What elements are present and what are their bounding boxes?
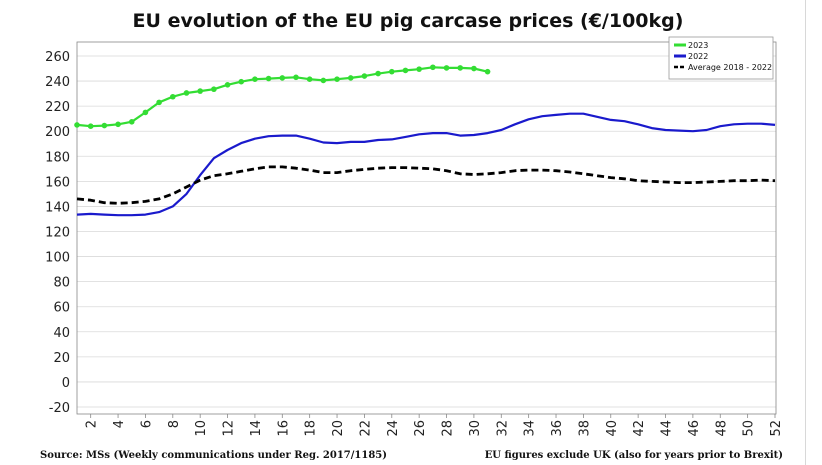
grid xyxy=(77,55,776,408)
x-tick-label: 40 xyxy=(605,420,620,437)
x-tick-label: 22 xyxy=(358,420,373,437)
series-line-2022 xyxy=(76,112,776,217)
series-line-average-2018-2022 xyxy=(76,165,776,205)
data-point xyxy=(471,65,477,72)
data-point xyxy=(334,76,340,82)
data-point xyxy=(211,86,217,93)
data-point xyxy=(484,68,491,75)
data-point xyxy=(265,75,272,82)
y-tick-label: 260 xyxy=(45,50,70,65)
legend-label: 2022 xyxy=(688,52,708,61)
x-tick-label: 32 xyxy=(495,420,510,437)
plot-frame xyxy=(76,41,777,415)
y-tick-label: 60 xyxy=(53,301,70,316)
data-point xyxy=(238,78,245,85)
data-point xyxy=(320,77,327,84)
y-tick-label: 240 xyxy=(45,75,70,90)
x-tick-label: 44 xyxy=(660,420,675,437)
x-tick-label: 12 xyxy=(222,420,237,437)
data-point xyxy=(197,88,203,94)
data-point xyxy=(416,66,422,72)
x-tick-label: 38 xyxy=(577,420,592,437)
data-point xyxy=(388,68,395,75)
x-tick-label: 50 xyxy=(742,420,757,437)
x-tick-label: 20 xyxy=(331,420,346,437)
data-point xyxy=(279,75,286,81)
y-tick-label: 200 xyxy=(45,125,70,140)
data-point xyxy=(443,65,450,71)
data-point xyxy=(101,122,108,129)
data-point xyxy=(402,67,409,74)
x-tick-label: 14 xyxy=(249,420,264,437)
data-point xyxy=(128,119,135,125)
data-point xyxy=(375,70,381,77)
data-point xyxy=(361,73,368,79)
data-point xyxy=(224,82,231,88)
y-tick-label: 0 xyxy=(62,376,70,391)
y-tick-label: -20 xyxy=(49,401,70,416)
y-tick-label: 140 xyxy=(45,200,70,215)
scrollbar[interactable] xyxy=(805,0,822,465)
x-tick-label: 42 xyxy=(632,420,647,437)
y-tick-label: 80 xyxy=(53,276,70,291)
x-tick-label: 34 xyxy=(523,420,538,437)
x-tick-label: 46 xyxy=(687,420,702,437)
y-tick-label: 20 xyxy=(53,351,70,366)
data-point xyxy=(347,75,354,81)
data-point xyxy=(115,121,121,128)
data-point xyxy=(457,65,464,71)
data-point xyxy=(142,109,149,116)
x-tick-label: 26 xyxy=(413,420,428,437)
x-tick-label: 8 xyxy=(167,420,182,428)
y-tick-label: 40 xyxy=(53,326,70,341)
data-point xyxy=(293,74,299,81)
x-tick-label: 16 xyxy=(276,420,291,437)
x-tick-label: 24 xyxy=(386,420,401,437)
data-point xyxy=(87,123,94,129)
y-tick-label: 160 xyxy=(45,175,70,190)
x-tick-label: 2 xyxy=(85,420,100,428)
x-tick-label: 10 xyxy=(194,420,209,437)
x-tick-label: 28 xyxy=(441,420,456,437)
x-tick-label: 6 xyxy=(139,420,154,428)
y-tick-label: 100 xyxy=(45,251,70,266)
data-point xyxy=(252,76,258,82)
data-point xyxy=(183,90,190,96)
legend-box xyxy=(668,36,774,80)
x-tick-label: 30 xyxy=(468,420,483,437)
legend-label: Average 2018 - 2022 xyxy=(688,63,772,72)
legend: 2023 2022 Average 2018 - 2022 xyxy=(668,36,774,80)
y-tick-label: 120 xyxy=(45,226,70,241)
y-tick-label: 180 xyxy=(45,150,70,165)
data-point xyxy=(306,76,313,82)
x-tick-label: 18 xyxy=(304,420,319,437)
data-point xyxy=(430,64,436,71)
legend-label: 2023 xyxy=(688,41,708,50)
data-point xyxy=(156,99,162,106)
x-tick-label: 36 xyxy=(550,420,565,437)
chart-title: EU evolution of the EU pig carcase price… xyxy=(133,10,684,32)
data-point xyxy=(170,93,176,100)
series-group xyxy=(74,64,776,217)
x-tick-label: 4 xyxy=(112,420,127,428)
y-tick-label: 220 xyxy=(45,100,70,115)
x-tick-label: 48 xyxy=(714,420,729,437)
x-axis: 2 4 6 8 10 12 14 16 18 20 22 24 26 28 30 32 34 36 38 40 42 44… xyxy=(85,414,784,437)
source-note: Source: MSs (Weekly communications under… xyxy=(40,450,387,461)
data-point xyxy=(74,122,80,128)
uk-exclusion-note: EU figures exclude UK (also for years pr… xyxy=(485,450,783,461)
x-tick-label: 52 xyxy=(769,420,784,437)
